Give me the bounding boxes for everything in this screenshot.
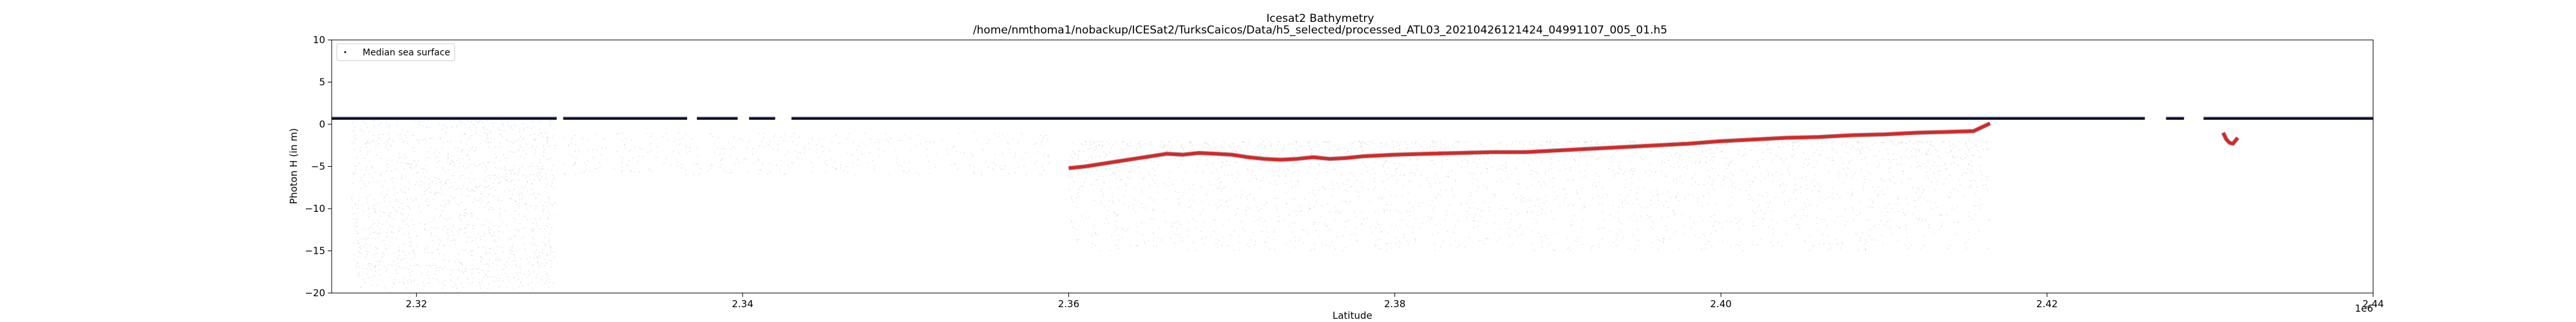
x-tick-label: 2.38 [1384,298,1405,310]
y-tick-label: −15 [305,245,325,257]
legend-marker [344,51,346,53]
data-marks [332,117,2373,171]
x-tick-label: 2.34 [732,298,753,310]
y-axis: 10 5 0 −5 −10 −15 −20 [305,34,332,299]
photon-noise [351,120,1991,289]
legend: Median sea surface [336,43,455,61]
x-tick-label: 2.32 [406,298,427,310]
background-photons [351,120,1991,289]
x-tick-label: 2.42 [2036,298,2058,310]
seafloor-shadow [1068,121,1991,171]
x-tick-label: 2.44 [2362,298,2383,310]
x-tick-label: 2.36 [1058,298,1079,310]
y-tick-label: −10 [305,203,325,214]
plot-frame [331,39,2374,294]
x-axis: 2.32 2.34 2.36 2.38 2.40 2.42 2.44 [406,293,2384,310]
x-offset-label: 1e6 [2355,303,2373,314]
chart-subtitle: /home/nmthoma1/nobackup/ICESat2/TurksCai… [973,24,1667,37]
y-axis-label: Photon H (in m) [288,128,299,204]
y-tick-label: 5 [319,77,325,88]
y-tick-label: 0 [319,118,325,130]
y-tick-label: 10 [313,34,325,46]
seafloor-line [1068,122,1991,170]
y-tick-label: −5 [311,161,325,173]
legend-label: Median sea surface [363,48,450,58]
x-axis-label: Latitude [1332,310,1372,321]
seafloor-line [2221,132,2239,146]
x-tick-label: 2.40 [1710,298,1732,310]
chart-title: Icesat2 Bathymetry [1266,12,1374,25]
legend-box [336,43,455,61]
y-tick-label: −20 [305,287,325,299]
